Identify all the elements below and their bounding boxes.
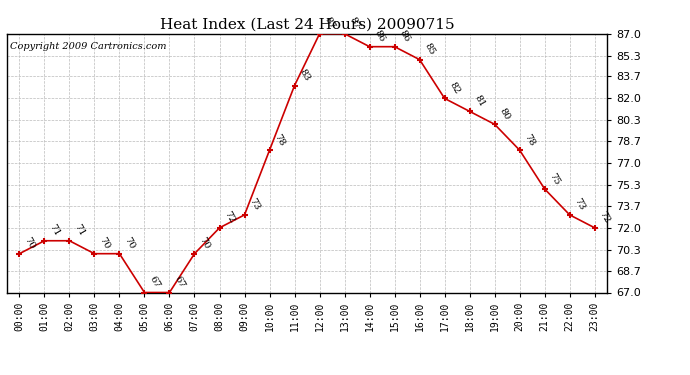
Title: Heat Index (Last 24 Hours) 20090715: Heat Index (Last 24 Hours) 20090715 [160, 17, 454, 31]
Text: 86: 86 [397, 29, 411, 44]
Text: 87: 87 [347, 16, 362, 31]
Text: 67: 67 [172, 274, 186, 290]
Text: 78: 78 [522, 132, 536, 147]
Text: 73: 73 [247, 197, 262, 212]
Text: 78: 78 [273, 132, 286, 147]
Text: 70: 70 [122, 236, 136, 251]
Text: 70: 70 [197, 236, 211, 251]
Text: 70: 70 [22, 236, 36, 251]
Text: 70: 70 [97, 236, 111, 251]
Text: 80: 80 [497, 106, 511, 122]
Text: Copyright 2009 Cartronics.com: Copyright 2009 Cartronics.com [10, 42, 166, 51]
Text: 71: 71 [47, 223, 61, 238]
Text: 85: 85 [422, 42, 436, 57]
Text: 86: 86 [373, 29, 386, 44]
Text: 71: 71 [72, 223, 86, 238]
Text: 73: 73 [573, 197, 586, 212]
Text: 72: 72 [598, 210, 611, 225]
Text: 81: 81 [473, 93, 486, 109]
Text: 75: 75 [547, 171, 562, 186]
Text: 83: 83 [297, 68, 311, 83]
Text: 67: 67 [147, 274, 161, 290]
Text: 72: 72 [222, 210, 237, 225]
Text: 82: 82 [447, 81, 462, 96]
Text: 87: 87 [322, 16, 336, 31]
